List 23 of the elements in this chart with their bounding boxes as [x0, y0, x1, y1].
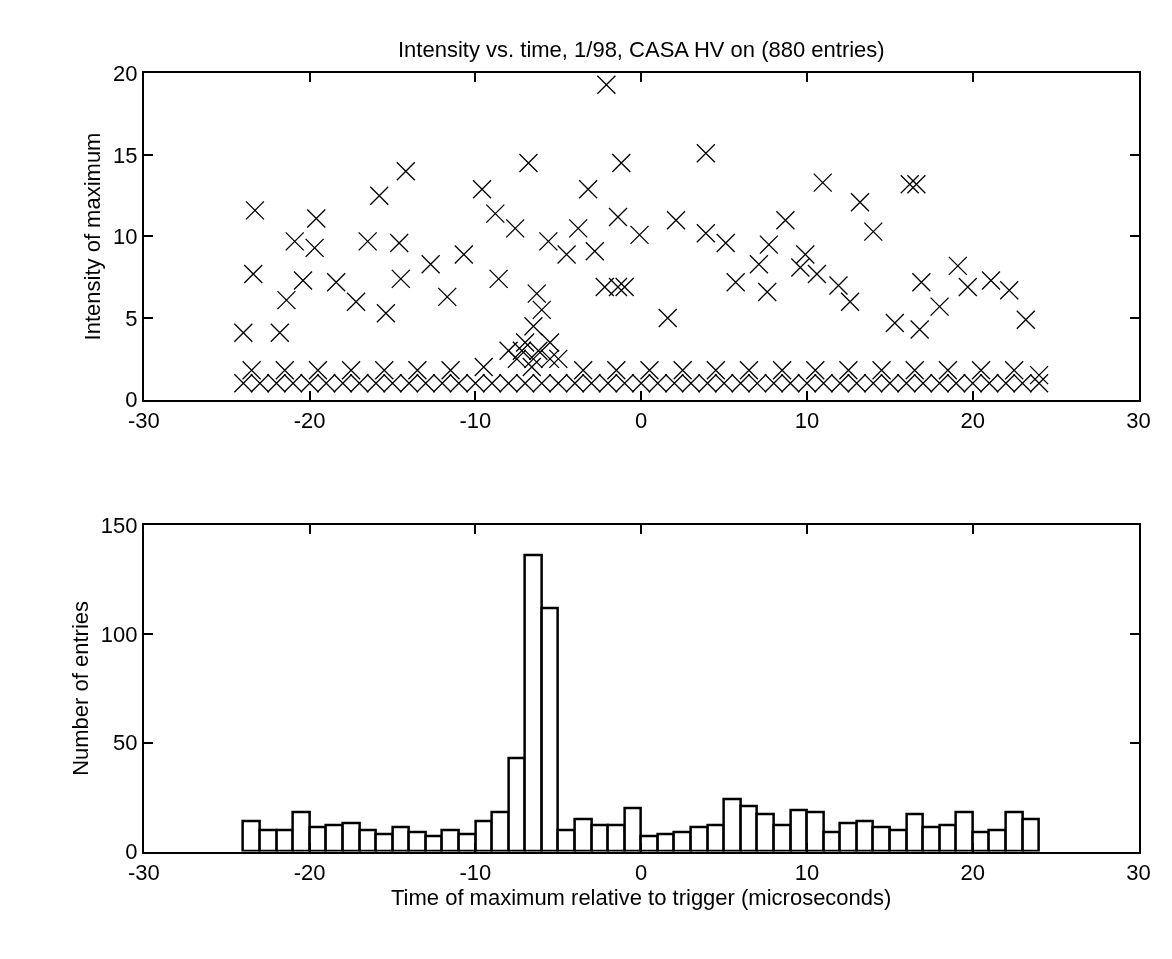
y-axis-title: Intensity of maximum [80, 132, 106, 341]
x-tick-label: -20 [293, 408, 326, 434]
x-tick-label: 0 [635, 859, 648, 885]
y-tick-label: 15 [112, 142, 138, 168]
x-axis-title: Time of maximum relative to trigger (microseconds) [390, 884, 892, 910]
x-tick-label: 30 [1126, 859, 1151, 885]
y-axis-title: Number of entries [68, 600, 94, 776]
y-tick-label: 100 [100, 621, 138, 647]
y-tick-label: 150 [100, 512, 138, 538]
y-tick-label: 50 [112, 730, 138, 756]
y-tick-label: 10 [112, 224, 138, 250]
y-tick-label: 20 [112, 61, 138, 87]
x-tick-label: 10 [794, 408, 820, 434]
x-tick-label: -10 [459, 408, 492, 434]
x-tick-label: -20 [293, 859, 326, 885]
x-tick-label: 30 [1126, 408, 1151, 434]
x-tick-label: -10 [459, 859, 492, 885]
x-tick-label: 10 [794, 859, 820, 885]
chart-title: Intensity vs. time, 1/98, CASA HV on (880 entries) [398, 37, 885, 62]
x-tick-label: 0 [635, 408, 648, 434]
x-tick-label: 20 [960, 408, 985, 434]
y-tick-label: 5 [125, 305, 138, 331]
x-tick-label: 20 [960, 859, 985, 885]
